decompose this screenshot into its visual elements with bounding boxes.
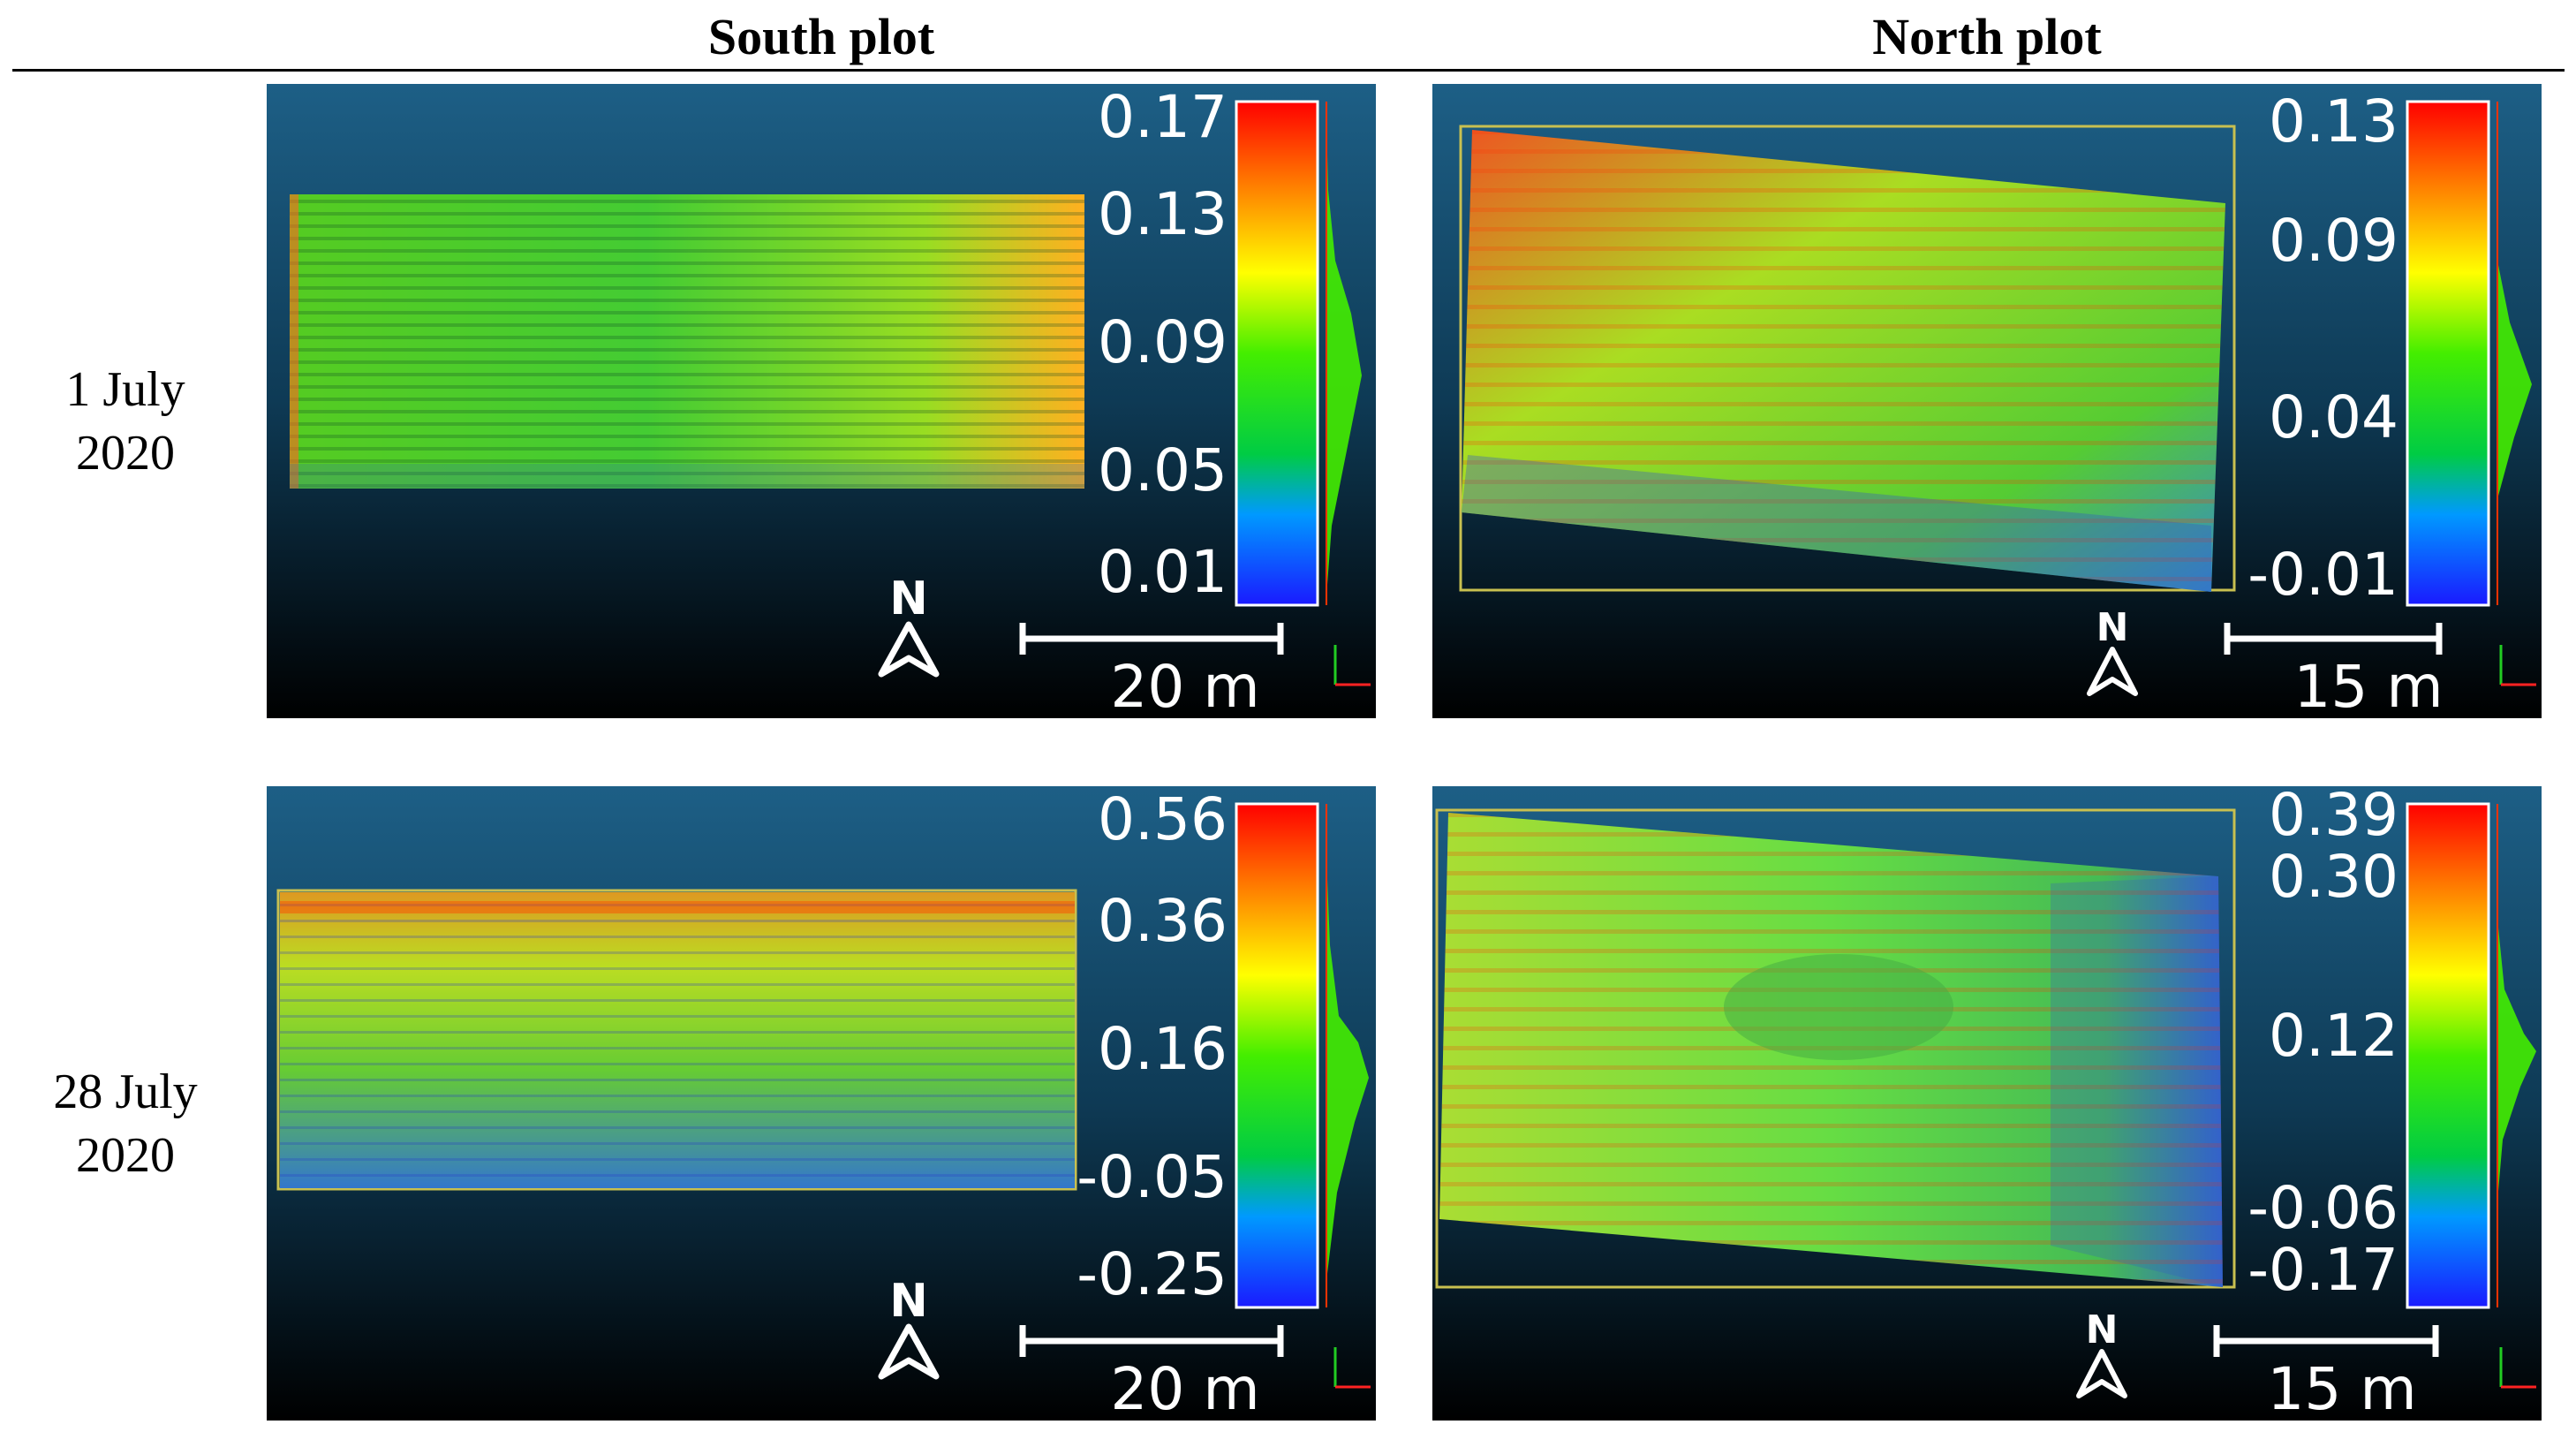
north-arrow-icon: [878, 1323, 940, 1380]
tick-label: 0.36: [1098, 887, 1228, 955]
colorbar: 0.39 0.30 0.12 -0.06 -0.17: [2247, 786, 2536, 1309]
row-label-1-july: 1 July 2020: [11, 358, 240, 485]
axis-gizmo: [1333, 1347, 1371, 1389]
row-label-year: 2020: [76, 426, 175, 481]
scale-bar: 20 m: [1019, 1325, 1284, 1421]
colorbar: 0.56 0.36 0.16 -0.05 -0.25: [1076, 786, 1369, 1309]
row-label-year: 2020: [76, 1128, 175, 1183]
north-arrow: N: [878, 1275, 940, 1380]
point-cloud-field: [280, 892, 1075, 1188]
colorbar: 0.13 0.09 0.04 -0.01: [2247, 87, 2532, 609]
scale-bar-label: 20 m: [1110, 653, 1259, 718]
scale-bar-label: 15 m: [2293, 653, 2443, 718]
axis-gizmo: [2499, 645, 2536, 686]
compass-label: N: [2086, 1307, 2119, 1352]
point-cloud-field: [290, 194, 1084, 489]
scale-bar: 15 m: [2213, 1325, 2439, 1421]
bounding-box: [1459, 125, 2236, 592]
north-arrow: N: [2076, 1307, 2127, 1398]
tick-label: 0.05: [1098, 436, 1228, 504]
scale-bar-label: 15 m: [2267, 1355, 2416, 1421]
bounding-box: [1435, 808, 2236, 1289]
compass-label: N: [889, 1275, 928, 1328]
histogram: [2497, 919, 2536, 1201]
compass-label: N: [2096, 605, 2129, 650]
tick-label: 0.04: [2269, 383, 2398, 451]
colorbar-gradient: [1235, 100, 1319, 607]
tick-label: 0.01: [1098, 538, 1228, 606]
row-label-28-july: 28 July 2020: [11, 1060, 240, 1187]
tick-label: -0.05: [1076, 1143, 1228, 1211]
axis-gizmo: [2499, 1347, 2536, 1389]
histogram: [1326, 857, 1369, 1281]
histogram: [1326, 119, 1362, 596]
row-label-date: 1 July: [65, 362, 185, 417]
tick-label: -0.17: [2247, 1236, 2398, 1304]
header-south-plot: South plot: [707, 8, 935, 65]
panel-south-28-july: 0.56 0.36 0.16 -0.05 -0.25 N 20 m: [267, 786, 1376, 1421]
panel-north-28-july: 0.39 0.30 0.12 -0.06 -0.17 N 15 m: [1432, 786, 2542, 1421]
compass-label: N: [889, 572, 928, 625]
north-arrow-icon: [2087, 647, 2138, 696]
row-label-date: 28 July: [53, 1065, 198, 1119]
tick-label: 0.39: [2269, 786, 2398, 849]
tick-label: 0.12: [2269, 1002, 2398, 1070]
tick-label: 0.09: [2269, 207, 2398, 275]
tick-label: -0.01: [2247, 541, 2398, 609]
north-arrow: N: [878, 572, 940, 678]
colorbar: 0.17 0.13 0.09 0.05 0.01: [1098, 84, 1362, 607]
panel-south-1-july: 0.17 0.13 0.09 0.05 0.01 N 20 m: [267, 84, 1376, 718]
scale-bar-label: 20 m: [1110, 1355, 1259, 1421]
point-cloud-field: [1439, 813, 2223, 1287]
axis-gizmo: [1333, 645, 1371, 686]
colorbar-gradient: [2406, 802, 2490, 1309]
tick-label: 0.13: [2269, 87, 2398, 155]
point-cloud-field: [1462, 130, 2225, 592]
header-divider: [12, 69, 2565, 72]
header-north-plot: North plot: [1872, 8, 2102, 65]
tick-label: 0.16: [1098, 1015, 1228, 1083]
tick-label: -0.25: [1076, 1240, 1228, 1308]
north-arrow-icon: [878, 621, 940, 678]
scale-bar: 20 m: [1019, 623, 1284, 718]
north-arrow: N: [2087, 605, 2138, 696]
tick-label: 0.13: [1098, 180, 1228, 248]
colorbar-gradient: [1235, 802, 1319, 1309]
scale-bar: 15 m: [2224, 623, 2444, 718]
tick-label: 0.56: [1098, 786, 1228, 853]
north-arrow-icon: [2076, 1349, 2127, 1398]
bounding-box: [276, 889, 1077, 1191]
histogram: [2497, 261, 2532, 499]
tick-label: -0.06: [2247, 1174, 2398, 1242]
tick-label: 0.17: [1098, 84, 1228, 151]
colorbar-gradient: [2406, 100, 2490, 607]
panel-north-1-july: 0.13 0.09 0.04 -0.01 N 15 m: [1432, 84, 2542, 718]
tick-label: 0.30: [2269, 843, 2398, 911]
tick-label: 0.09: [1098, 308, 1228, 376]
